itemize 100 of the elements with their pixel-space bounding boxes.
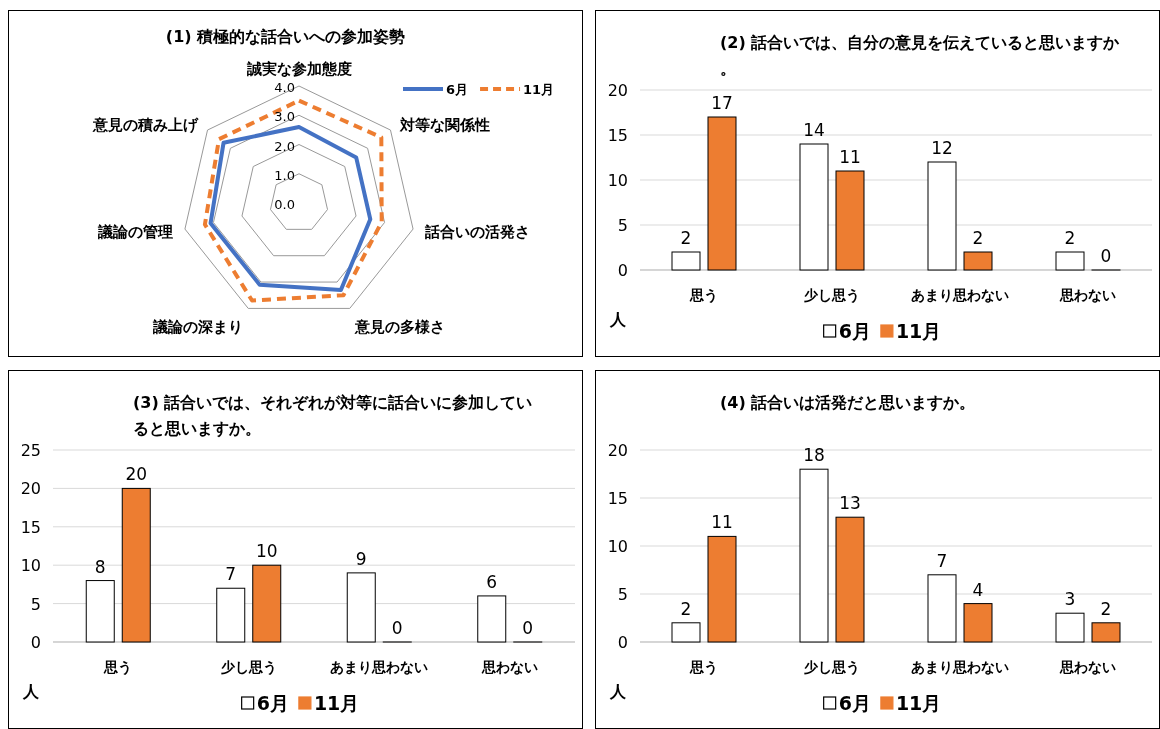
bar <box>671 622 701 643</box>
y-tick-label: 5 <box>617 216 628 235</box>
x-tick-label: 思う <box>689 659 718 676</box>
legend-label: 11月 <box>895 692 942 714</box>
bar <box>799 143 829 271</box>
bar <box>477 595 507 643</box>
bar <box>252 564 282 643</box>
legend-label: 11月 <box>313 692 360 714</box>
y-tick-label: 10 <box>607 537 628 556</box>
data-label: 10 <box>255 541 278 562</box>
y-tick-label: 10 <box>607 171 628 190</box>
data-label: 18 <box>803 445 825 466</box>
data-label: 2 <box>1064 228 1076 248</box>
data-label: 4 <box>972 579 984 600</box>
spoke-label: 誠実な参加態度 <box>245 59 352 78</box>
bar <box>963 603 993 643</box>
data-label: 6 <box>486 571 498 592</box>
bar <box>707 116 737 271</box>
y-tick-label: 4.0 <box>274 80 295 95</box>
y-tick-label: 2.0 <box>274 138 295 154</box>
data-label: 2 <box>972 228 984 248</box>
bar <box>963 251 993 271</box>
legend-item: 11月 <box>880 320 942 342</box>
bar <box>835 170 865 271</box>
y-tick-label: 25 <box>20 441 41 460</box>
bar <box>835 516 865 643</box>
data-label: 11 <box>711 512 733 533</box>
y-tick-label: 15 <box>20 517 41 537</box>
y-tick-label: 15 <box>607 489 628 508</box>
x-tick-label: 思う <box>103 659 133 676</box>
bar <box>121 487 151 643</box>
data-label: 0 <box>391 618 403 638</box>
legend-item: 6月 <box>403 82 469 97</box>
bar <box>927 574 957 643</box>
y-tick-label: 20 <box>20 479 41 499</box>
legend-label: 6月 <box>256 692 289 714</box>
data-label: 7 <box>936 550 948 571</box>
chart-title: (3) 話合いでは、それぞれが対等に話合いに参加していると思いますか。 <box>133 393 533 438</box>
y-tick-label: 20 <box>607 441 628 460</box>
data-label: 2 <box>680 598 692 619</box>
x-tick-label: 少し思う <box>220 659 277 676</box>
data-label: 13 <box>839 493 861 514</box>
legend-item: 6月 <box>823 692 871 714</box>
bar <box>85 580 115 643</box>
y-axis-title: 人 <box>609 310 627 329</box>
y-tick-label: 0.0 <box>274 197 295 212</box>
data-label: 2 <box>680 228 692 248</box>
y-tick-label: 0 <box>617 633 628 652</box>
legend-item: 11月 <box>298 692 360 714</box>
data-label: 7 <box>225 564 237 585</box>
data-label: 12 <box>931 138 953 158</box>
bar <box>927 161 957 271</box>
x-tick-label: 思わない <box>1059 287 1116 303</box>
bar <box>346 572 376 643</box>
legend-item: 6月 <box>241 692 289 714</box>
bar <box>1055 251 1085 271</box>
spoke-label: 話合いの活発さ <box>424 223 530 242</box>
chart-title: (1) 積極的な話合いへの参加姿勢 <box>165 27 406 46</box>
spoke-label: 対等な関係性 <box>399 115 491 134</box>
y-axis-title: 人 <box>22 682 40 701</box>
y-tick-label: 5 <box>617 585 628 604</box>
data-label: 3 <box>1064 589 1076 610</box>
y-tick-label: 0 <box>617 261 628 280</box>
y-tick-label: 20 <box>607 81 628 100</box>
bar <box>707 535 737 643</box>
chart-title: (2) 話合いでは、自分の意見を伝えていると思いますか。 <box>720 33 1121 78</box>
bar <box>799 468 829 643</box>
spoke-label: 議論の管理 <box>97 223 173 242</box>
data-label: 20 <box>125 464 148 485</box>
x-tick-label: 思う <box>689 287 718 304</box>
x-tick-label: 少し思う <box>804 659 860 676</box>
legend-label: 6月 <box>838 320 871 342</box>
data-label: 2 <box>1100 598 1112 619</box>
bar <box>671 251 701 271</box>
legend-label: 11月 <box>523 82 555 97</box>
y-tick-label: 0 <box>30 633 41 652</box>
data-label: 8 <box>94 556 106 577</box>
y-tick-label: 15 <box>607 126 628 145</box>
spoke-label: 意見の多様さ <box>354 317 446 336</box>
bar <box>216 587 246 643</box>
legend-item: 6月 <box>823 320 871 342</box>
spoke-label: 意見の積み上げ <box>91 115 199 134</box>
data-label: 11 <box>839 147 861 167</box>
y-axis-title: 人 <box>609 682 627 701</box>
bar <box>1091 622 1121 643</box>
legend-label: 11月 <box>895 320 942 342</box>
x-tick-label: 思わない <box>480 659 538 675</box>
legend-label: 6月 <box>838 692 871 714</box>
x-tick-label: 少し思う <box>804 287 860 304</box>
data-label: 0 <box>1100 246 1112 266</box>
data-label: 17 <box>711 93 733 113</box>
chart-title: (4) 話合いは活発だと思いますか。 <box>720 393 976 412</box>
y-tick-label: 3.0 <box>274 109 295 125</box>
x-tick-label: あまり思わない <box>911 287 1009 303</box>
data-label: 0 <box>522 618 534 638</box>
x-tick-label: あまり思わない <box>330 659 429 675</box>
data-label: 14 <box>803 120 825 140</box>
y-tick-label: 10 <box>20 556 41 576</box>
legend-label: 6月 <box>446 82 469 97</box>
x-tick-label: あまり思わない <box>911 659 1009 675</box>
